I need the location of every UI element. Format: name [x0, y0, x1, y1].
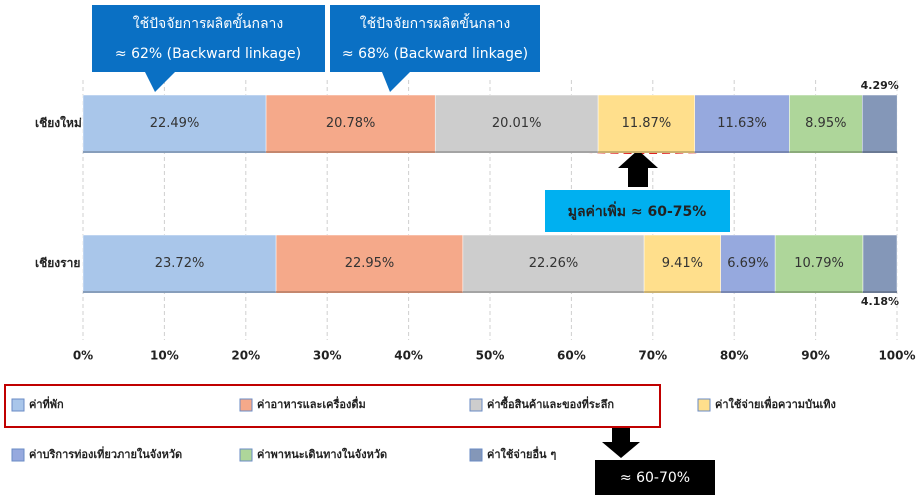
bar-segment: [774, 234, 864, 293]
arrow-down: [602, 428, 640, 458]
legend-label: ค่าใช้จ่ายเพื่อความบันเทิง: [715, 396, 836, 411]
value-label: 9.41%: [662, 256, 703, 271]
callout-text: ใช้ปัจจัยการผลิตขั้นกลาง: [360, 13, 510, 32]
value-label: 20.78%: [326, 116, 376, 131]
value-label: 8.95%: [805, 116, 846, 131]
x-tick-label: 100%: [878, 349, 915, 363]
x-tick-label: 50%: [476, 349, 505, 363]
legend-label: ค่าบริการท่องเที่ยวภายในจังหวัด: [29, 446, 182, 461]
bar-segment: [462, 234, 645, 293]
legend-swatch: [239, 448, 253, 462]
legend-label: ค่าใช้จ่ายอื่น ๆ: [487, 446, 556, 461]
value-label: 22.26%: [529, 256, 579, 271]
value-label: 4.18%: [861, 295, 899, 308]
bar-segment: [861, 94, 898, 153]
x-tick-label: 10%: [150, 349, 179, 363]
bar-segment: [789, 94, 863, 153]
legend-swatch: [11, 448, 25, 462]
callout-text: ≈ 62% (Backward linkage): [115, 46, 301, 62]
value-label: 23.72%: [155, 256, 205, 271]
value-label: 6.69%: [727, 256, 768, 271]
callout-text: ใช้ปัจจัยการผลิตขั้นกลาง: [133, 13, 283, 32]
x-tick-label: 0%: [73, 349, 93, 363]
callout-box: [595, 460, 715, 495]
callout-box: [330, 5, 540, 92]
x-tick-label: 90%: [801, 349, 830, 363]
value-label: 11.87%: [622, 116, 672, 131]
legend-swatch: [239, 398, 253, 412]
value-label: 20.01%: [492, 116, 542, 131]
value-label: 4.29%: [861, 79, 899, 92]
legend-swatch: [697, 398, 711, 412]
x-tick-label: 80%: [720, 349, 749, 363]
value-label: 22.95%: [345, 256, 395, 271]
highlight-box: [4, 384, 661, 428]
bar-segment: [434, 94, 599, 153]
x-tick-label: 60%: [557, 349, 586, 363]
bar-segment: [265, 94, 436, 153]
bar-segment: [694, 94, 790, 153]
legend-label: ค่าพาหนะเดินทางในจังหวัด: [257, 447, 387, 461]
legend-label: ค่าซื้อสินค้าและของที่ระลึก: [487, 396, 614, 411]
callout-box: [545, 190, 730, 232]
arrow-up: [618, 150, 658, 187]
legend-label: ค่าอาหารและเครื่องดื่ม: [257, 396, 366, 411]
legend-swatch: [469, 398, 483, 412]
callout-box: [92, 5, 325, 92]
x-tick-label: 40%: [394, 349, 423, 363]
category-label: เชียงราย: [35, 256, 80, 270]
bar-segment: [82, 234, 277, 293]
callout-text: ≈ 68% (Backward linkage): [342, 46, 528, 62]
legend-swatch: [469, 448, 483, 462]
legend-label: ค่าที่พัก: [29, 396, 64, 411]
bar-segment: [862, 234, 898, 293]
value-label: 11.63%: [717, 116, 767, 131]
category-label: เชียงใหม่: [35, 115, 82, 130]
legend-swatch: [11, 398, 25, 412]
x-tick-label: 30%: [313, 349, 342, 363]
x-tick-label: 20%: [231, 349, 260, 363]
value-label: 10.79%: [794, 256, 844, 271]
x-tick-label: 70%: [638, 349, 667, 363]
callout-text: ≈ 60-70%: [620, 470, 690, 486]
value-label: 22.49%: [150, 116, 200, 131]
bar-segment: [643, 234, 721, 293]
callout-text: มูลค่าเพิ่ม ≈ 60-75%: [568, 201, 707, 220]
